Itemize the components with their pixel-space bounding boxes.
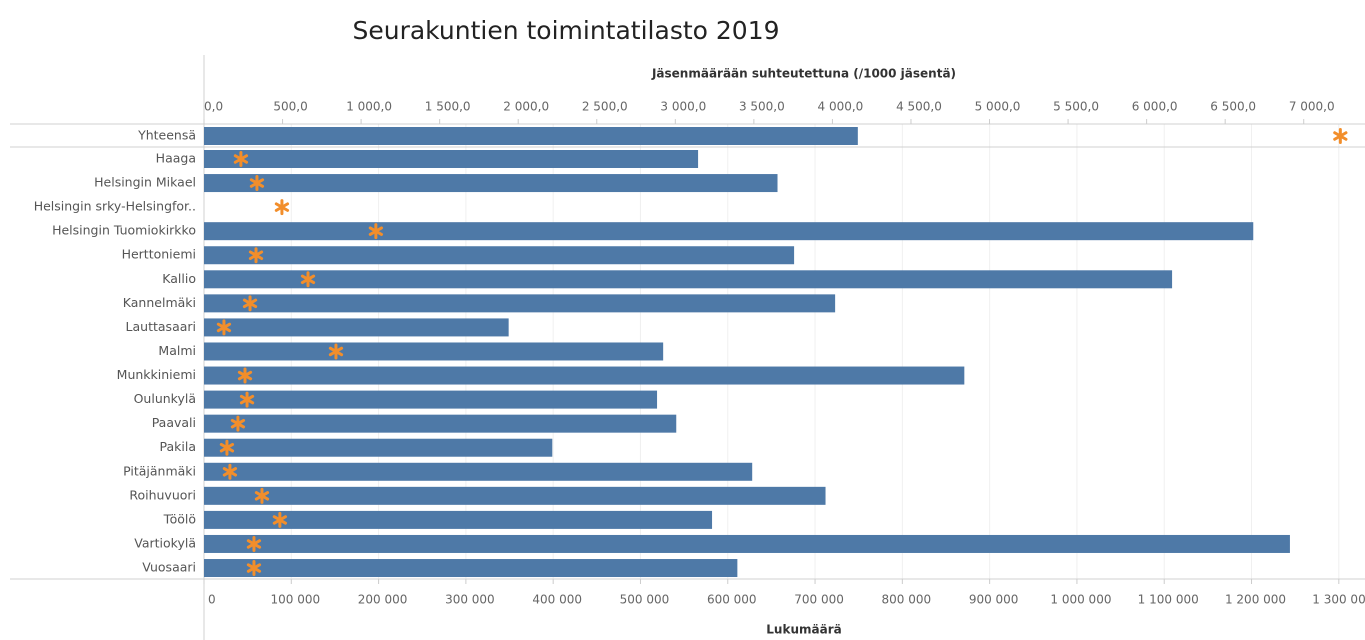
bar <box>204 150 699 168</box>
asterisk-marker <box>246 535 262 552</box>
category-label: Pitäjänmäki <box>123 463 196 478</box>
bar <box>204 127 858 145</box>
category-label: Malmi <box>158 343 196 358</box>
asterisk-marker <box>328 343 344 360</box>
bar <box>204 559 738 578</box>
bar <box>204 414 677 433</box>
category-label: Oulunkylä <box>134 391 196 406</box>
asterisk-marker <box>248 247 264 264</box>
x-tick-label: 300 000 <box>445 593 495 607</box>
x-tick-label: 500 000 <box>620 593 670 607</box>
x-tick-label: 1 000 000 <box>1050 593 1111 607</box>
x2-tick-label: 2 500,0 <box>582 100 628 114</box>
category-label: Helsingin Mikael <box>94 175 196 190</box>
asterisk-marker <box>272 511 288 528</box>
x-tick-label: 1 300 000 <box>1312 593 1365 607</box>
x2-tick-label: 500,0 <box>273 100 307 114</box>
asterisk-marker <box>230 415 246 432</box>
x2-tick-label: 6 000,0 <box>1132 100 1178 114</box>
asterisk-marker <box>254 487 270 504</box>
bar <box>204 462 753 481</box>
bar <box>204 318 509 337</box>
x-tick-label: 100 000 <box>270 593 320 607</box>
bar <box>204 246 795 265</box>
bar <box>204 366 965 385</box>
x2-tick-label: 7 000,0 <box>1289 100 1335 114</box>
x2-tick-label: 1 000,0 <box>346 100 392 114</box>
asterisk-marker <box>219 439 235 456</box>
x2-axis-label: Jäsenmäärään suhteutettuna (/1000 jäsent… <box>651 67 956 81</box>
x-tick-label: 1 100 000 <box>1138 593 1199 607</box>
x-tick-label: 700 000 <box>794 593 844 607</box>
bar <box>204 486 826 505</box>
asterisk-marker <box>246 560 262 577</box>
x-tick-label: 200 000 <box>358 593 408 607</box>
x-tick-label: 900 000 <box>969 593 1019 607</box>
x2-tick-label: 2 000,0 <box>503 100 549 114</box>
bar <box>204 342 664 361</box>
category-label: Yhteensä <box>137 128 196 143</box>
category-label: Helsingin Tuomiokirkko <box>52 223 196 238</box>
category-label: Lauttasaari <box>126 319 196 334</box>
bar <box>204 390 658 409</box>
asterisk-marker <box>249 175 265 192</box>
x2-tick-label: 4 500,0 <box>896 100 942 114</box>
category-label: Roihuvuori <box>129 487 196 502</box>
category-label: Helsingin srky-Helsingfor.. <box>34 199 196 214</box>
bar <box>204 510 713 529</box>
x2-tick-label: 3 500,0 <box>739 100 785 114</box>
category-label: Töölö <box>163 511 196 526</box>
bar <box>204 534 1290 553</box>
bar <box>204 270 1173 289</box>
asterisk-marker <box>239 391 255 408</box>
asterisk-marker <box>216 319 232 336</box>
x-tick-label: 1 200 000 <box>1225 593 1286 607</box>
bar <box>204 438 553 457</box>
category-label: Kallio <box>162 271 196 286</box>
x2-tick-label: 5 500,0 <box>1053 100 1099 114</box>
bar <box>204 222 1254 241</box>
x-tick-label: 600 000 <box>707 593 757 607</box>
asterisk-marker <box>222 463 238 480</box>
category-label: Paavali <box>152 415 196 430</box>
asterisk-marker <box>368 223 384 240</box>
x2-tick-label: 0,0 <box>204 100 223 114</box>
asterisk-marker <box>274 199 290 216</box>
asterisk-marker <box>242 295 258 312</box>
asterisk-marker <box>1333 128 1348 144</box>
bar <box>204 294 836 313</box>
x2-tick-label: 5 000,0 <box>975 100 1021 114</box>
category-label: Pakila <box>160 439 196 454</box>
category-label: Kannelmäki <box>123 295 196 310</box>
bar <box>204 174 778 193</box>
x2-tick-label: 6 500,0 <box>1210 100 1256 114</box>
chart-title: Seurakuntien toimintatilasto 2019 <box>352 16 779 45</box>
asterisk-marker <box>300 271 316 288</box>
x2-tick-label: 4 000,0 <box>818 100 864 114</box>
asterisk-marker <box>237 367 253 384</box>
x-tick-label: 400 000 <box>532 593 582 607</box>
x-tick-label: 800 000 <box>882 593 932 607</box>
category-label: Haaga <box>156 151 196 166</box>
asterisk-marker <box>233 151 249 167</box>
x2-tick-label: 3 000,0 <box>660 100 706 114</box>
category-label: Munkkiniemi <box>117 367 196 382</box>
x2-tick-label: 1 500,0 <box>425 100 471 114</box>
x-tick-label: 0 <box>208 593 216 607</box>
category-label: Vuosaari <box>142 560 196 575</box>
x-axis-label: Lukumäärä <box>766 623 841 637</box>
category-label: Herttoniemi <box>122 247 196 262</box>
category-label: Vartiokylä <box>134 535 196 550</box>
